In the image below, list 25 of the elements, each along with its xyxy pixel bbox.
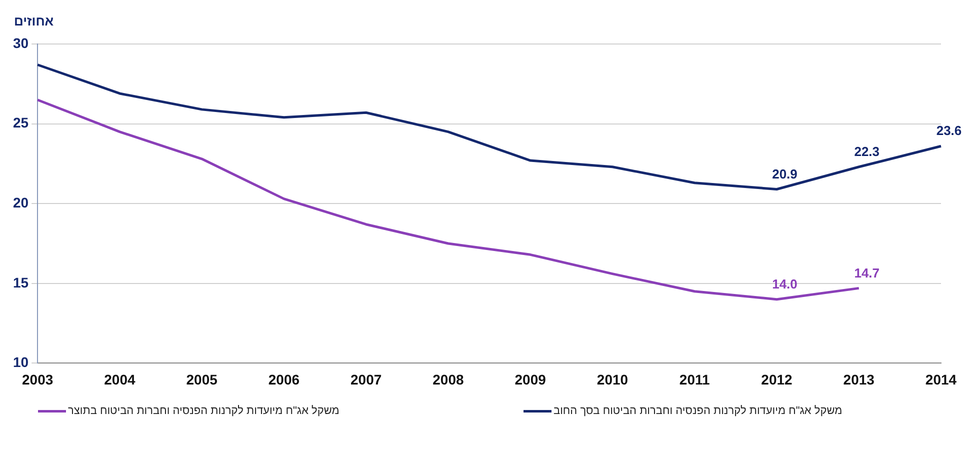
x-tick-label: 2010 — [596, 371, 628, 388]
y-tick-label: 30 — [12, 34, 29, 51]
x-tick-label: 2009 — [514, 371, 546, 388]
data-label: 14.7 — [854, 265, 880, 280]
x-tick-label: 2012 — [761, 371, 793, 388]
x-tick-label: 2004 — [104, 371, 136, 388]
legend-label: משקל אג"ח מיועדות לקרנות הפנסיה וחברות הביטוח בסך החוב — [554, 405, 842, 418]
x-tick-label: 2008 — [432, 371, 464, 388]
data-label: 20.9 — [772, 166, 798, 182]
y-tick-label: 10 — [12, 354, 29, 370]
x-tick-label: 2013 — [843, 371, 875, 388]
x-tick-label: 2006 — [268, 371, 300, 388]
x-tick-label: 2005 — [186, 371, 218, 388]
y-tick-label: 25 — [12, 114, 29, 131]
x-tick-label: 2011 — [679, 371, 710, 388]
y-tick-label: 20 — [12, 194, 29, 210]
data-label: 14.0 — [772, 276, 798, 292]
data-label: 22.3 — [854, 144, 880, 159]
x-tick-label: 2007 — [350, 371, 382, 388]
x-tick-label: 2003 — [22, 371, 54, 388]
data-label: 23.6 — [936, 123, 962, 138]
y-axis-title: אחוזים — [14, 14, 54, 29]
x-tick-label: 2014 — [925, 371, 957, 388]
y-tick-label: 15 — [12, 274, 29, 290]
legend-label: משקל אג"ח מיועדות לקרנות הפנסיה וחברות הביטוח בתוצר — [68, 405, 340, 418]
